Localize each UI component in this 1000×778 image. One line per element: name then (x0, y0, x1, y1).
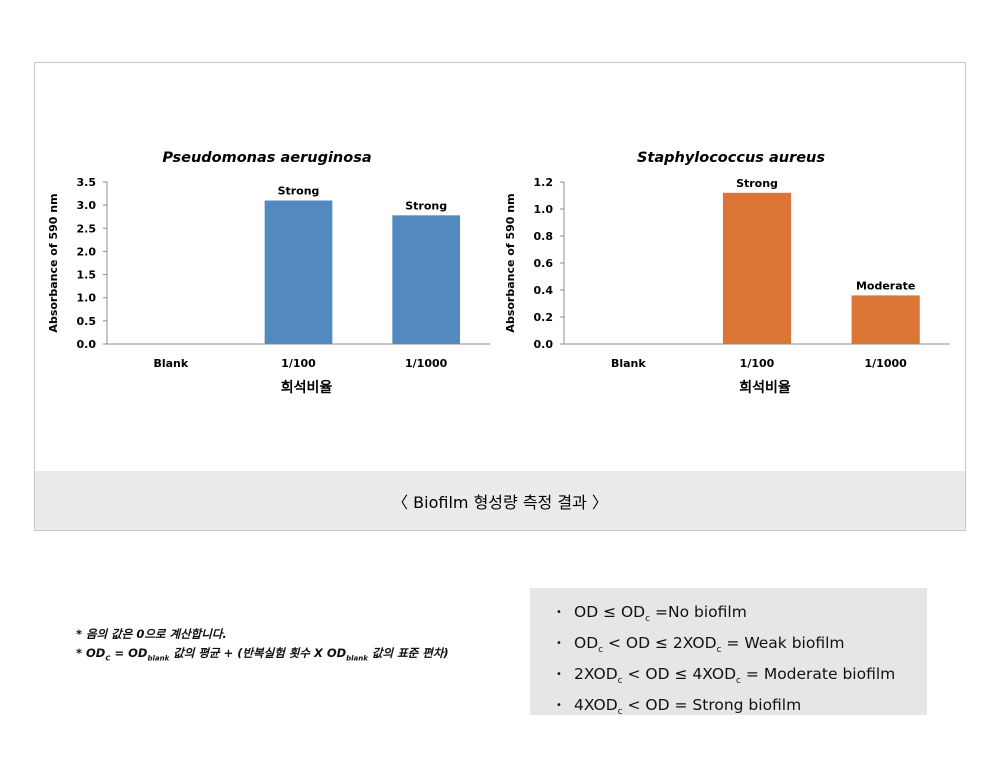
chart-1-y-tick-label: 0.5 (77, 315, 97, 328)
chart-1-y-tick-label: 0.0 (77, 338, 97, 351)
criteria-strong-biofilm: • 4XODc < OD = Strong biofilm (556, 696, 802, 718)
chart-1-x-tick-label-1: Blank (153, 357, 188, 370)
chart-1-y-tick-label: 1.5 (77, 269, 97, 282)
chart-1-y-tick-label: 2.0 (77, 245, 97, 258)
chart-1-y-tick-label: 3.5 (77, 176, 97, 189)
bullet-icon: • (556, 669, 562, 681)
bullet-icon: • (556, 607, 562, 618)
chart-2-bar-3 (851, 295, 920, 344)
chart-1-data-label-3: Strong (405, 199, 447, 212)
chart-1-x-axis-label: 희석비율 (281, 379, 333, 396)
chart-1-title: Pseudomonas aeruginosa (162, 150, 371, 166)
bullet-icon: • (556, 700, 562, 712)
chart-2-x-tick-label-3: 1/1000 (865, 357, 908, 370)
chart-2-x-axis-label: 희석비율 (739, 379, 791, 396)
chart-2-x-tick-label-1: Blank (611, 357, 646, 370)
chart-2-y-tick-label: 1.0 (534, 203, 554, 216)
chart-1-bar-2 (264, 200, 333, 344)
charts-canvas: Pseudomonas aeruginosa 0.0 0.5 1.0 1.5 2.0 2.5… (47, 150, 950, 396)
biofilm-criteria-box: • OD ≤ ODc =No biofilm • ODc < OD ≤ 2XODc … (530, 588, 927, 717)
chart-2-y-tick-label: 0.8 (534, 230, 554, 243)
chart-2-bar-2 (722, 192, 792, 344)
chart-2-y-axis-label: Absorbance of 590 nm (504, 193, 517, 332)
figure-caption: 〈 Biofilm 형성량 측정 결과 〉 (392, 492, 608, 512)
caption-bar: 〈 Biofilm 형성량 측정 결과 〉 (35, 471, 965, 530)
chart-2-data-label-2: Strong (736, 177, 778, 190)
note-line-1: * 음의 값은 0으로 계산합니다. (76, 627, 227, 641)
chart-2-title: Staphylococcus aureus (637, 150, 825, 166)
chart-1-bar-3 (392, 215, 460, 344)
chart-1-y-tick-label: 3.0 (77, 199, 97, 212)
chart-1-x-tick-label-3: 1/1000 (405, 357, 448, 370)
chart-1-data-label-2: Strong (278, 185, 320, 198)
calculation-notes: * 음의 값은 0으로 계산합니다. * ODC = ODblank 값의 평균… (76, 625, 449, 668)
criteria-weak-biofilm: • ODc < OD ≤ 2XODc = Weak biofilm (556, 634, 845, 656)
criteria-no-biofilm: • OD ≤ ODc =No biofilm (556, 603, 747, 625)
chart-2-y-tick-label: 1.2 (534, 176, 554, 189)
chart-2-y-tick-label: 0.6 (534, 257, 554, 270)
chart-1-y-tick-label: 2.5 (77, 222, 97, 235)
chart-2-y-tick-label: 0.0 (534, 338, 554, 351)
chart-2-data-label-3: Moderate (856, 279, 915, 292)
chart-2-y-tick-label: 0.4 (534, 284, 554, 297)
chart-1-y-axis-label: Absorbance of 590 nm (47, 193, 60, 332)
criteria-moderate-biofilm: • 2XODc < OD ≤ 4XODc = Moderate biofilm (556, 665, 896, 687)
chart-panel: Pseudomonas aeruginosa 0.0 0.5 1.0 1.5 2.0 2.5… (34, 62, 966, 531)
note-line-2: * ODC = ODblank 값의 평균 + (반복실험 횟수 X ODbla… (76, 646, 449, 663)
chart-1-y-tick-label: 1.0 (77, 292, 97, 305)
chart-1-x-tick-label-2: 1/100 (281, 357, 316, 370)
chart-2-y-tick-label: 0.2 (534, 311, 554, 324)
chart-2-x-tick-label-2: 1/100 (740, 357, 775, 370)
bullet-icon: • (556, 638, 562, 650)
